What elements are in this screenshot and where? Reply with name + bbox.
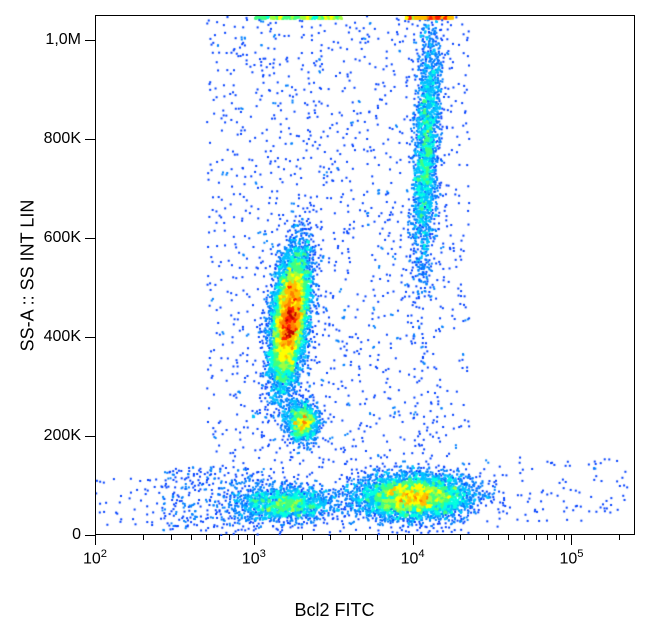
y-tick-label: 0 bbox=[30, 526, 81, 544]
x-minor-tick-mark bbox=[330, 535, 331, 540]
x-tick-label: 102 bbox=[83, 548, 107, 568]
y-tick-mark bbox=[85, 40, 95, 41]
x-minor-tick-mark bbox=[238, 535, 239, 540]
x-minor-tick-mark bbox=[247, 535, 248, 540]
x-minor-tick-mark bbox=[377, 535, 378, 540]
x-minor-tick-mark bbox=[143, 535, 144, 540]
y-tick-mark bbox=[85, 337, 95, 338]
x-minor-tick-mark bbox=[171, 535, 172, 540]
x-tick-mark bbox=[95, 535, 96, 545]
x-minor-tick-mark bbox=[460, 535, 461, 540]
x-minor-tick-mark bbox=[302, 535, 303, 540]
x-minor-tick-mark bbox=[229, 535, 230, 540]
y-tick-label: 600K bbox=[30, 229, 81, 247]
y-tick-label: 200K bbox=[30, 427, 81, 445]
x-minor-tick-mark bbox=[397, 535, 398, 540]
x-minor-tick-mark bbox=[365, 535, 366, 540]
x-tick-mark bbox=[413, 535, 414, 545]
x-minor-tick-mark bbox=[536, 535, 537, 540]
x-minor-tick-mark bbox=[619, 535, 620, 540]
y-tick-label: 1,0M bbox=[30, 31, 81, 49]
x-axis-label: Bcl2 FITC bbox=[0, 600, 669, 621]
y-tick-mark bbox=[85, 436, 95, 437]
x-minor-tick-mark bbox=[508, 535, 509, 540]
x-minor-tick-mark bbox=[349, 535, 350, 540]
x-minor-tick-mark bbox=[405, 535, 406, 540]
scatter-density-canvas bbox=[96, 16, 636, 536]
y-tick-label: 400K bbox=[30, 328, 81, 346]
x-tick-mark bbox=[571, 535, 572, 545]
x-tick-mark bbox=[254, 535, 255, 545]
x-minor-tick-mark bbox=[388, 535, 389, 540]
x-minor-tick-mark bbox=[488, 535, 489, 540]
x-minor-tick-mark bbox=[564, 535, 565, 540]
y-tick-mark bbox=[85, 535, 95, 536]
x-minor-tick-mark bbox=[556, 535, 557, 540]
plot-area bbox=[95, 15, 635, 535]
x-tick-label: 103 bbox=[242, 548, 266, 568]
x-minor-tick-mark bbox=[206, 535, 207, 540]
x-tick-label: 104 bbox=[401, 548, 425, 568]
x-tick-label: 105 bbox=[559, 548, 583, 568]
y-tick-label: 800K bbox=[30, 130, 81, 148]
y-tick-mark bbox=[85, 238, 95, 239]
y-tick-mark bbox=[85, 139, 95, 140]
flow-cytometry-chart: SS-A :: SS INT LIN Bcl2 FITC 0200K400K60… bbox=[0, 0, 669, 632]
x-minor-tick-mark bbox=[191, 535, 192, 540]
x-minor-tick-mark bbox=[547, 535, 548, 540]
x-minor-tick-mark bbox=[524, 535, 525, 540]
x-minor-tick-mark bbox=[219, 535, 220, 540]
